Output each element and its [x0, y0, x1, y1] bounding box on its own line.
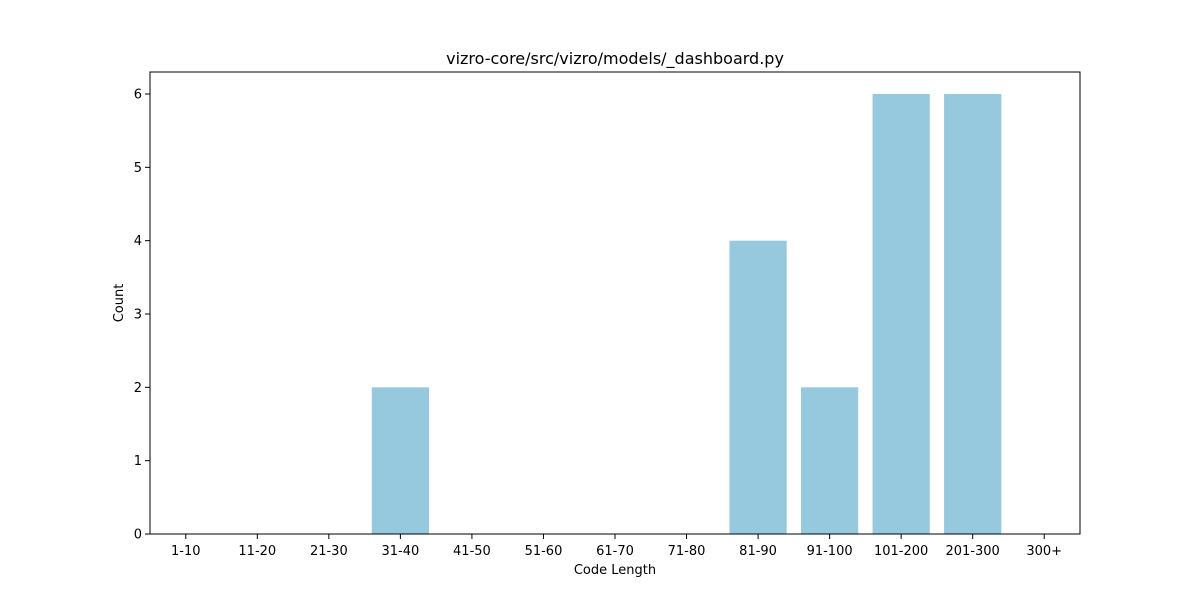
chart-title: vizro-core/src/vizro/models/_dashboard.p… [446, 49, 784, 69]
y-tick-label: 5 [134, 161, 142, 176]
bar-101-200 [872, 94, 930, 534]
bars-group [371, 94, 1002, 535]
y-tick-label: 0 [134, 528, 142, 543]
bar-91-100 [801, 387, 859, 534]
y-tick-label: 4 [134, 234, 142, 249]
x-tick-label: 81-90 [739, 544, 777, 559]
y-axis: 0 1 2 3 4 5 6 [134, 88, 150, 543]
x-tick-label: 21-30 [310, 544, 348, 559]
x-tick-label: 101-200 [874, 544, 928, 559]
x-tick-label: 71-80 [668, 544, 706, 559]
x-tick-label: 51-60 [525, 544, 563, 559]
x-axis-label: Code Length [574, 563, 656, 578]
x-tick-label: 31-40 [381, 544, 419, 559]
y-tick-label: 3 [134, 308, 142, 323]
bar-201-300 [944, 94, 1002, 534]
x-tick-label: 91-100 [807, 544, 853, 559]
x-tick-label: 61-70 [596, 544, 634, 559]
x-tick-label: 1-10 [171, 544, 201, 559]
x-tick-label: 300+ [1026, 544, 1062, 559]
x-axis: 1-10 11-20 21-30 31-40 41-50 51-60 61-70 71-80 8… [171, 534, 1062, 559]
x-tick-label: 11-20 [238, 544, 276, 559]
y-tick-label: 6 [134, 88, 142, 103]
x-tick-label: 41-50 [453, 544, 491, 559]
bar-81-90 [729, 240, 787, 535]
x-tick-label: 201-300 [946, 544, 1000, 559]
y-tick-label: 1 [134, 454, 142, 469]
plot-area-frame [149, 71, 1081, 535]
y-axis-label: Count [112, 284, 127, 323]
y-tick-label: 2 [134, 381, 142, 396]
bar-31-40 [371, 387, 429, 534]
